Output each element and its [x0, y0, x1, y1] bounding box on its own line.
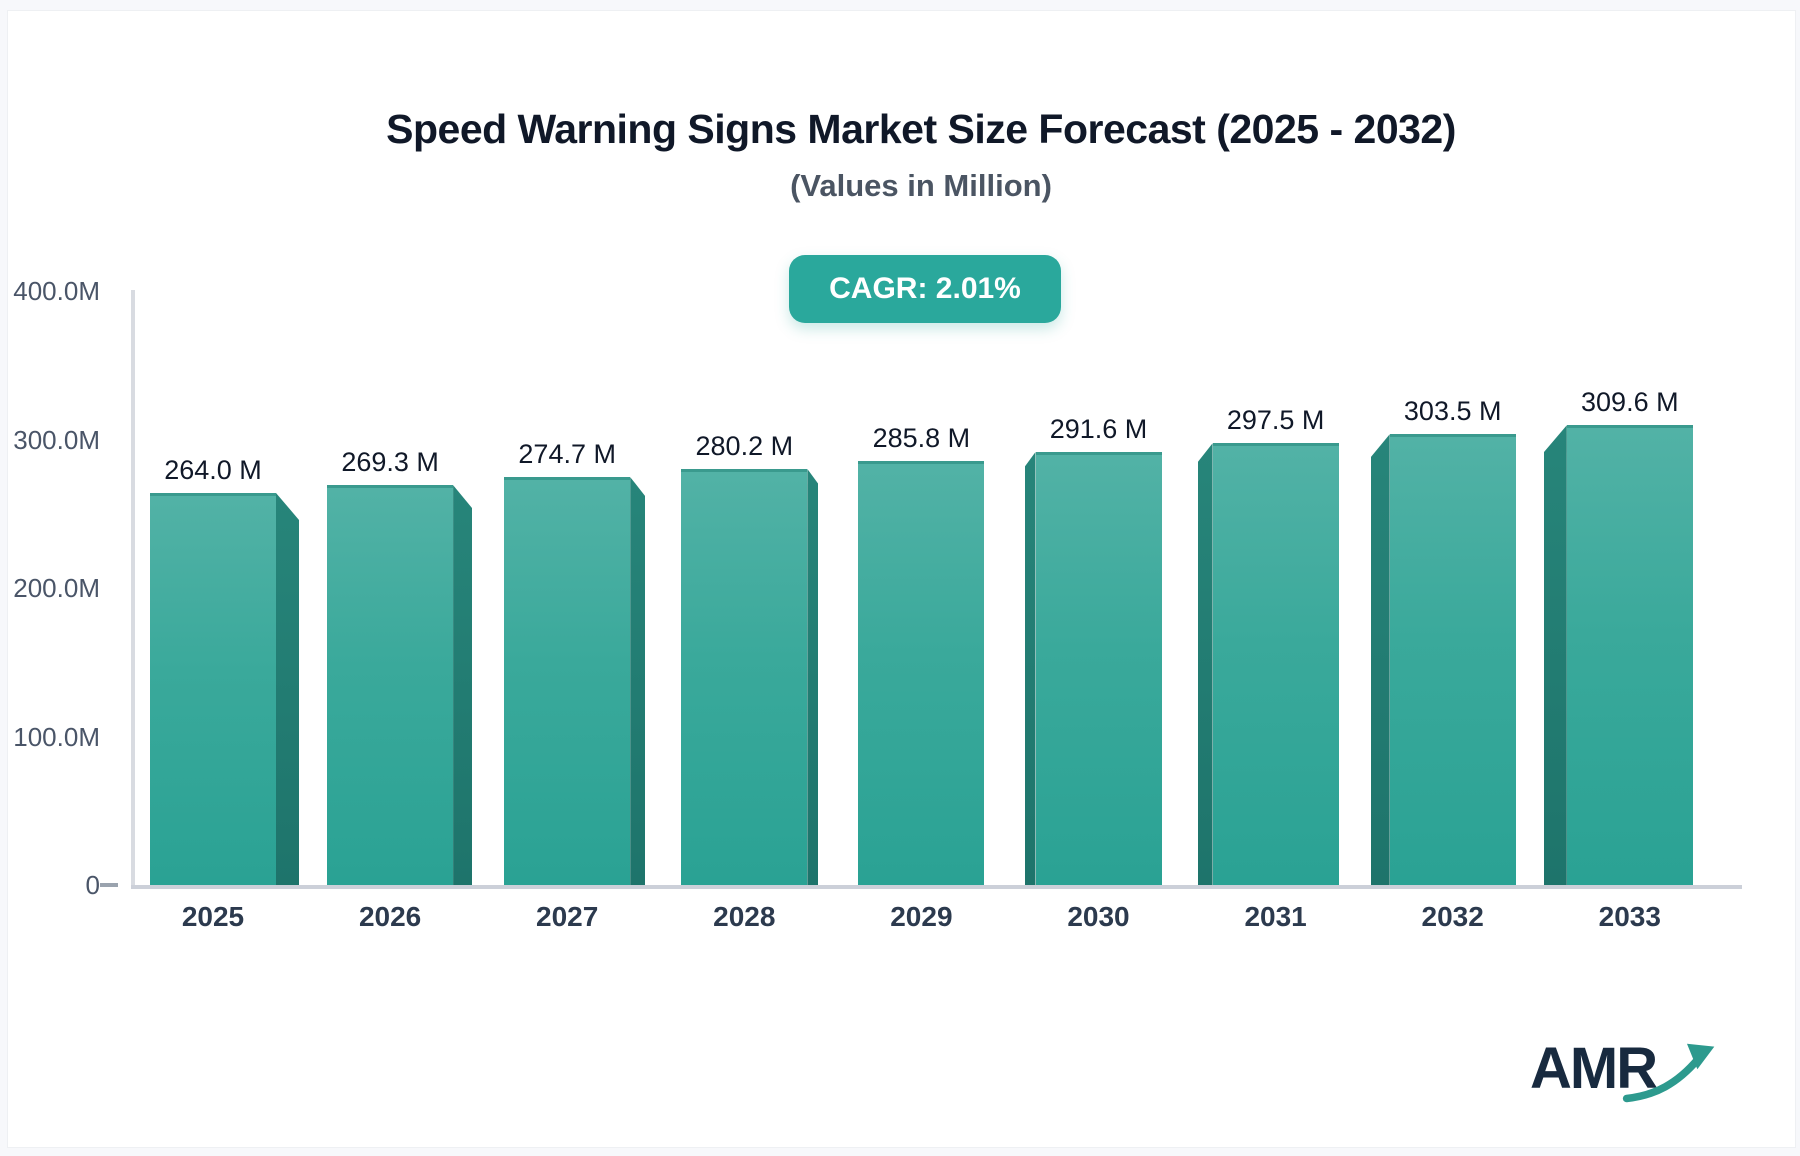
- bar-value-label: 291.6 M: [1049, 413, 1148, 444]
- bar-2031[interactable]: [1212, 443, 1339, 885]
- x-axis-label-2029: 2029: [890, 901, 953, 932]
- bar-side-3d: [1370, 434, 1390, 885]
- bar-value-label: 303.5 M: [1403, 396, 1502, 427]
- y-axis-tick-label: 400.0M: [13, 276, 100, 306]
- bar-side-3d: [1543, 425, 1567, 885]
- y-axis-tick-label: 300.0M: [13, 424, 100, 455]
- bar-2032[interactable]: [1389, 434, 1516, 885]
- bar-side-3d: [807, 468, 819, 885]
- x-axis-label-2027: 2027: [536, 901, 599, 932]
- bar-side-3d: [453, 485, 473, 885]
- bar-value-label: 309.6 M: [1581, 387, 1679, 418]
- bar-2033[interactable]: [1566, 425, 1693, 885]
- x-axis-label-2030: 2030: [1067, 901, 1130, 932]
- bar-2029[interactable]: [858, 460, 985, 885]
- bar-2026[interactable]: [327, 485, 454, 885]
- y-axis-tick-label: 0: [85, 870, 100, 900]
- bar-2025[interactable]: [150, 492, 276, 885]
- bar-2027[interactable]: [504, 477, 631, 885]
- y-axis-tick-label: 100.0M: [13, 721, 100, 752]
- x-axis-label-2031: 2031: [1244, 901, 1307, 932]
- amr-logo-text: AMR: [1530, 1036, 1658, 1101]
- y-axis-zero-tick: [100, 883, 118, 887]
- y-axis-tick-label: 200.0M: [13, 573, 100, 603]
- x-axis-label-2026: 2026: [358, 901, 422, 932]
- chart-subtitle: (Values in Million): [790, 168, 1052, 203]
- x-axis-baseline: [131, 885, 1742, 889]
- bar-value-label: 269.3 M: [341, 447, 439, 478]
- bar-side-3d: [630, 477, 646, 885]
- chart-title: Speed Warning Signs Market Size Forecast…: [386, 106, 1456, 152]
- x-axis-label-2033: 2033: [1598, 901, 1661, 932]
- bar-side-3d: [1024, 451, 1036, 885]
- y-axis-line: [131, 290, 135, 889]
- amr-logo-arrow-icon: [1622, 1043, 1715, 1103]
- bar-value-label: 264.0 M: [164, 454, 262, 485]
- bar-value-label: 297.5 M: [1226, 405, 1325, 436]
- cagr-badge: CAGR: 2.01%: [789, 255, 1061, 323]
- bar-value-label: 280.2 M: [695, 430, 794, 461]
- bar-value-label: 274.7 M: [518, 439, 616, 470]
- bar-2030[interactable]: [1035, 451, 1162, 885]
- amr-logo: AMR: [1530, 1038, 1730, 1110]
- x-axis-label-2032: 2032: [1421, 901, 1484, 932]
- bar-side-3d: [1197, 443, 1213, 885]
- bar-value-label: 285.8 M: [872, 422, 971, 453]
- bar-side-3d: [276, 492, 299, 885]
- x-axis-label-2028: 2028: [713, 901, 776, 932]
- bar-2028[interactable]: [681, 468, 808, 885]
- x-axis-label-2025: 2025: [181, 901, 245, 932]
